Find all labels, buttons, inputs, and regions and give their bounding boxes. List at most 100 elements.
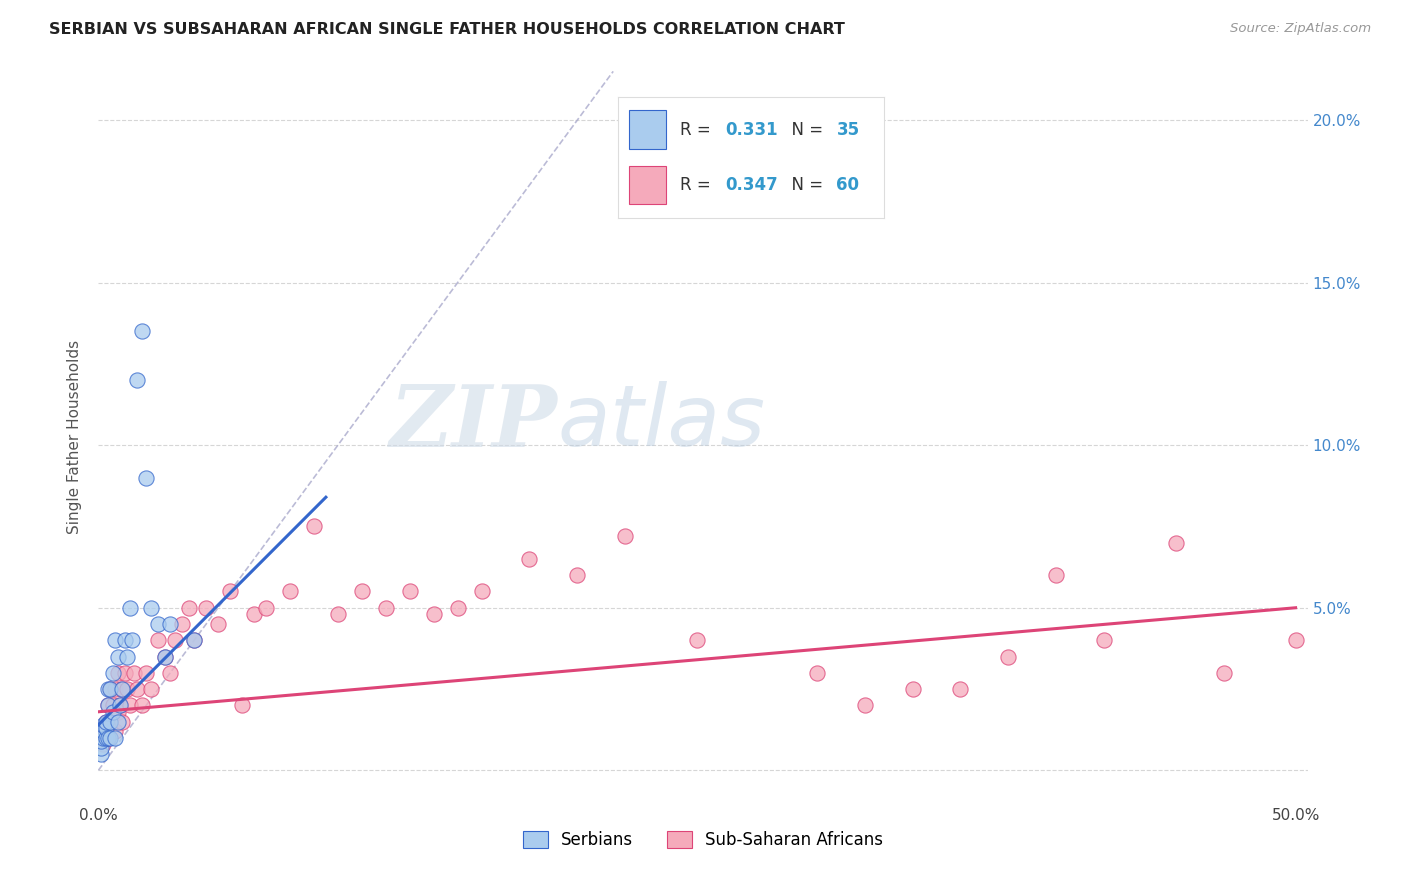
Point — [104, 633, 127, 648]
Point — [104, 681, 127, 696]
Point — [278, 584, 301, 599]
Point — [97, 698, 120, 713]
Point — [94, 721, 117, 735]
Point — [100, 681, 122, 696]
Point — [374, 600, 396, 615]
Point — [183, 633, 205, 648]
Point — [104, 731, 127, 745]
Legend: Serbians, Sub-Saharan Africans: Serbians, Sub-Saharan Africans — [523, 831, 883, 849]
Point — [97, 698, 120, 713]
Point — [326, 607, 349, 622]
Point — [108, 698, 131, 713]
Point — [111, 681, 134, 696]
Point — [446, 600, 468, 615]
Point — [100, 714, 122, 729]
Point — [115, 681, 138, 696]
Point — [139, 600, 162, 615]
Point — [101, 698, 124, 713]
Point — [107, 705, 129, 719]
Point — [148, 617, 170, 632]
Point — [853, 698, 876, 713]
Text: Source: ZipAtlas.com: Source: ZipAtlas.com — [1230, 22, 1371, 36]
Text: ZIP: ZIP — [389, 381, 558, 464]
Point — [118, 600, 141, 615]
Point — [470, 584, 492, 599]
Point — [163, 633, 186, 648]
Point — [1284, 633, 1306, 648]
Point — [254, 600, 277, 615]
Point — [124, 665, 146, 680]
Point — [100, 714, 122, 729]
Point — [131, 698, 153, 713]
Point — [1212, 665, 1234, 680]
Point — [179, 600, 201, 615]
Point — [121, 633, 143, 648]
Point — [107, 649, 129, 664]
Point — [118, 698, 141, 713]
Point — [101, 705, 124, 719]
Point — [90, 734, 112, 748]
Point — [94, 714, 117, 729]
Point — [195, 600, 218, 615]
Point — [125, 373, 148, 387]
Point — [901, 681, 924, 696]
Y-axis label: Single Father Households: Single Father Households — [67, 340, 83, 534]
Point — [997, 649, 1019, 664]
Point — [519, 552, 541, 566]
Point — [114, 665, 136, 680]
Point — [91, 737, 114, 751]
Text: SERBIAN VS SUBSAHARAN AFRICAN SINGLE FATHER HOUSEHOLDS CORRELATION CHART: SERBIAN VS SUBSAHARAN AFRICAN SINGLE FAT… — [49, 22, 845, 37]
Point — [159, 665, 181, 680]
Point — [97, 681, 120, 696]
Point — [90, 731, 112, 745]
Point — [125, 681, 148, 696]
Point — [100, 681, 122, 696]
Point — [302, 519, 325, 533]
Point — [91, 731, 114, 745]
Point — [135, 665, 157, 680]
Point — [94, 731, 117, 745]
Point — [97, 731, 120, 745]
Point — [94, 724, 117, 739]
Point — [115, 649, 138, 664]
Point — [183, 633, 205, 648]
Point — [131, 325, 153, 339]
Point — [350, 584, 373, 599]
Point — [90, 747, 112, 761]
Point — [135, 471, 157, 485]
Point — [114, 633, 136, 648]
Point — [155, 649, 177, 664]
Point — [104, 724, 127, 739]
Point — [207, 617, 229, 632]
Point — [567, 568, 589, 582]
Point — [97, 731, 120, 745]
Point — [398, 584, 420, 599]
Point — [422, 607, 444, 622]
Point — [107, 665, 129, 680]
Point — [159, 617, 181, 632]
Point — [155, 649, 177, 664]
Point — [219, 584, 242, 599]
Point — [614, 529, 637, 543]
Point — [101, 665, 124, 680]
Point — [111, 714, 134, 729]
Point — [94, 714, 117, 729]
Point — [806, 665, 828, 680]
Point — [100, 731, 122, 745]
Point — [243, 607, 266, 622]
Point — [139, 681, 162, 696]
Point — [172, 617, 194, 632]
Point — [1164, 535, 1187, 549]
Point — [108, 698, 131, 713]
Point — [107, 714, 129, 729]
Point — [949, 681, 972, 696]
Text: atlas: atlas — [558, 381, 766, 464]
Point — [148, 633, 170, 648]
Point — [90, 740, 112, 755]
Point — [1045, 568, 1067, 582]
Point — [1092, 633, 1115, 648]
Point — [91, 718, 114, 732]
Point — [231, 698, 253, 713]
Point — [686, 633, 709, 648]
Point — [111, 681, 134, 696]
